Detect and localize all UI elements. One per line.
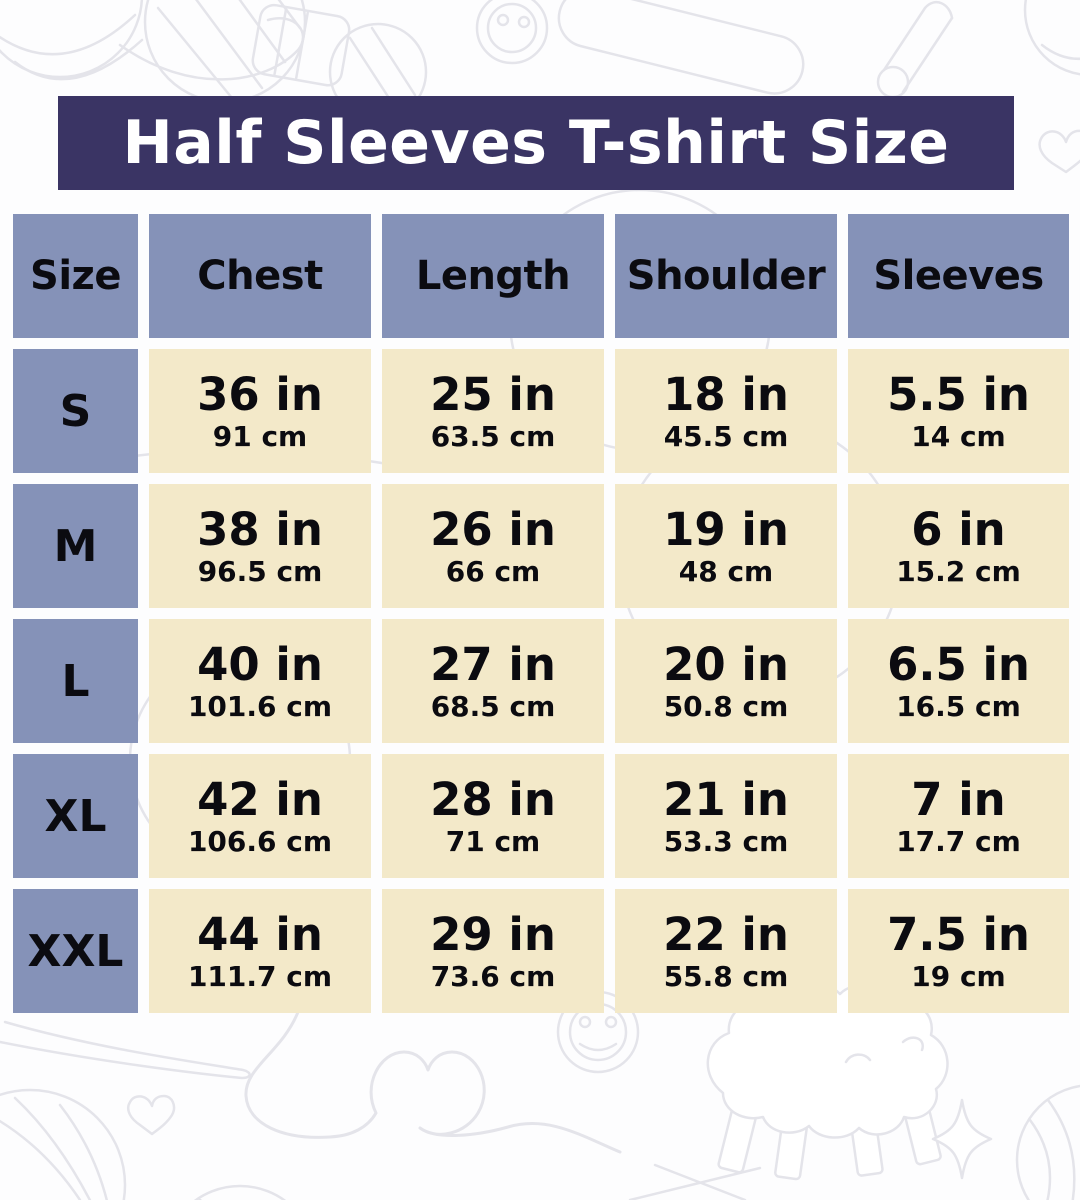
measurement-cell: 6.5 in 16.5 cm <box>848 619 1069 743</box>
measurement-cell: 44 in 111.7 cm <box>149 889 371 1013</box>
cm-value: 15.2 cm <box>896 554 1021 588</box>
cm-value: 50.8 cm <box>663 689 789 723</box>
measurement-cell: 20 in 50.8 cm <box>615 619 837 743</box>
size-chart-table: Size Chest Length Shoulder Sleeves S 36 in 91 c… <box>13 214 1069 1013</box>
button-icon <box>556 990 640 1074</box>
button-icon <box>475 0 549 65</box>
inches-value: 40 in <box>197 638 323 692</box>
inches-value: 20 in <box>663 638 789 692</box>
measurement-cell: 5.5 in 14 cm <box>848 349 1069 473</box>
size-label-cell: M <box>13 484 138 608</box>
yarn-ball-icon <box>143 0 307 104</box>
inches-value: 29 in <box>430 908 556 962</box>
size-label-cell: XXL <box>13 889 138 1013</box>
column-header-sleeves: Sleeves <box>848 214 1069 338</box>
inches-value: 25 in <box>430 368 556 422</box>
inches-value: 42 in <box>197 773 323 827</box>
cm-value: 48 cm <box>678 554 774 588</box>
cm-value: 91 cm <box>212 419 308 453</box>
inches-value: 7.5 in <box>887 908 1030 962</box>
knitting-needle-icon <box>557 0 805 95</box>
column-header-chest: Chest <box>149 214 371 338</box>
inches-value: 22 in <box>663 908 789 962</box>
cm-value: 68.5 cm <box>430 689 556 723</box>
cm-value: 19 cm <box>911 959 1006 993</box>
inches-value: 38 in <box>197 503 323 557</box>
sheep-icon <box>706 982 949 1181</box>
measurement-cell: 40 in 101.6 cm <box>149 619 371 743</box>
size-label-cell: L <box>13 619 138 743</box>
cm-value: 55.8 cm <box>663 959 789 993</box>
cm-value: 14 cm <box>911 419 1006 453</box>
measurement-cell: 36 in 91 cm <box>149 349 371 473</box>
measurement-cell: 22 in 55.8 cm <box>615 889 837 1013</box>
measurement-cell: 28 in 71 cm <box>382 754 604 878</box>
yarn-roll-icon <box>251 3 351 87</box>
measurement-cell: 18 in 45.5 cm <box>615 349 837 473</box>
measurement-cell: 29 in 73.6 cm <box>382 889 604 1013</box>
inches-value: 6 in <box>911 503 1006 557</box>
column-header-length: Length <box>382 214 604 338</box>
cm-value: 111.7 cm <box>187 959 333 993</box>
inches-value: 5.5 in <box>887 368 1030 422</box>
cm-value: 73.6 cm <box>430 959 556 993</box>
page-title: Half Sleeves T-shirt Size <box>122 108 950 178</box>
measurement-cell: 25 in 63.5 cm <box>382 349 604 473</box>
inches-value: 18 in <box>663 368 789 422</box>
inches-value: 28 in <box>430 773 556 827</box>
yarn-ball-icon <box>193 1184 287 1200</box>
cm-value: 17.7 cm <box>896 824 1021 858</box>
column-header-shoulder: Shoulder <box>615 214 837 338</box>
measurement-cell: 19 in 48 cm <box>615 484 837 608</box>
crochet-hook-icon <box>0 1020 251 1080</box>
cm-value: 63.5 cm <box>430 419 556 453</box>
heart-icon <box>1038 129 1080 174</box>
inches-value: 27 in <box>430 638 556 692</box>
measurement-cell: 6 in 15.2 cm <box>848 484 1069 608</box>
sparkle-icon <box>931 1098 993 1180</box>
heart-icon <box>126 1094 176 1136</box>
column-header-size: Size <box>13 214 138 338</box>
measurement-cell: 21 in 53.3 cm <box>615 754 837 878</box>
cm-value: 101.6 cm <box>187 689 333 723</box>
measurement-cell: 7 in 17.7 cm <box>848 754 1069 878</box>
inches-value: 44 in <box>197 908 323 962</box>
inches-value: 7 in <box>911 773 1006 827</box>
inches-value: 19 in <box>663 503 789 557</box>
measurement-cell: 26 in 66 cm <box>382 484 604 608</box>
safety-pin-icon <box>876 0 954 99</box>
yarn-ball-icon <box>1023 0 1080 76</box>
inches-value: 36 in <box>197 368 323 422</box>
yarn-ball-icon <box>0 1088 127 1200</box>
cm-value: 71 cm <box>445 824 541 858</box>
cm-value: 16.5 cm <box>896 689 1021 723</box>
yarn-ball-icon <box>0 0 305 81</box>
cm-value: 53.3 cm <box>663 824 789 858</box>
inches-value: 6.5 in <box>887 638 1030 692</box>
inches-value: 21 in <box>663 773 789 827</box>
size-label-cell: XL <box>13 754 138 878</box>
inches-value: 26 in <box>430 503 556 557</box>
measurement-cell: 7.5 in 19 cm <box>848 889 1069 1013</box>
cm-value: 66 cm <box>445 554 541 588</box>
measurement-cell: 27 in 68.5 cm <box>382 619 604 743</box>
measurement-cell: 38 in 96.5 cm <box>149 484 371 608</box>
yarn-ball-icon <box>1015 1084 1080 1200</box>
thread-heart-loop-icon <box>244 1010 622 1154</box>
cm-value: 45.5 cm <box>663 419 789 453</box>
title-bar: Half Sleeves T-shirt Size <box>58 96 1014 190</box>
cm-value: 106.6 cm <box>187 824 333 858</box>
measurement-cell: 42 in 106.6 cm <box>149 754 371 878</box>
size-label-cell: S <box>13 349 138 473</box>
cm-value: 96.5 cm <box>197 554 323 588</box>
